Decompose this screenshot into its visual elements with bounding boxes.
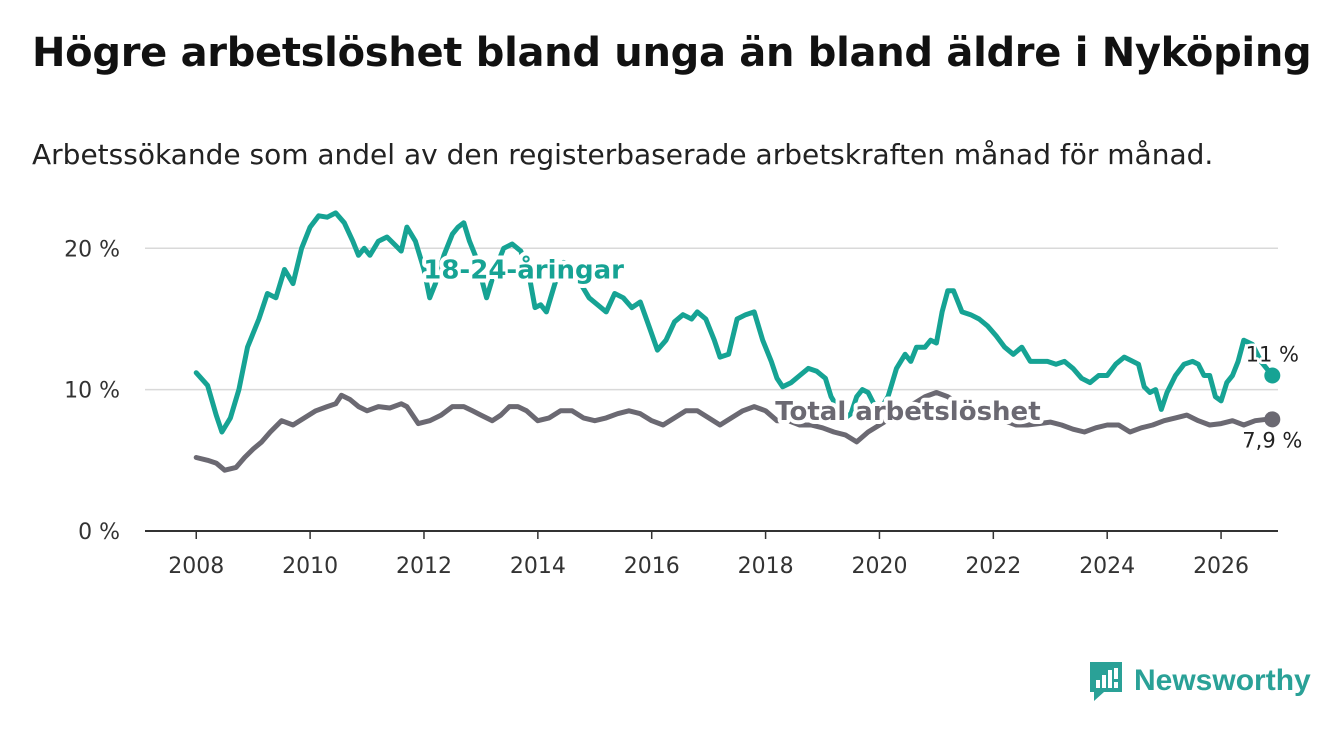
newsworthy-logo: Newsworthy (1088, 660, 1311, 702)
newsworthy-icon (1090, 662, 1122, 701)
x-tick-label: 2018 (738, 554, 794, 579)
x-tick-label: 2008 (168, 554, 224, 579)
x-tick-label: 2014 (510, 554, 566, 579)
chart-title: Högre arbetslöshet bland unga än bland ä… (32, 30, 1312, 76)
x-tick-label: 2016 (624, 554, 680, 579)
end-point-total (1264, 411, 1281, 428)
y-tick-label: 10 % (64, 379, 120, 404)
brand-name: Newsworthy (1134, 664, 1311, 697)
x-tick-label: 2012 (396, 554, 452, 579)
x-tick-label: 2010 (282, 554, 338, 579)
end-value-label-youth: 11 % (1246, 343, 1299, 367)
series-line-youth (193, 210, 1275, 435)
x-tick-label: 2024 (1079, 554, 1135, 579)
end-point-youth (1264, 367, 1281, 384)
series-annotation-total: Total arbetslöshet (775, 397, 1040, 427)
series-line-total (193, 390, 1275, 473)
x-tick-label: 2022 (965, 554, 1021, 579)
chart-subtitle: Arbetssökande som andel av den registerb… (32, 138, 1214, 171)
series-annotation-youth: 18-24-åringar (423, 253, 624, 285)
x-tick-label: 2020 (851, 554, 907, 579)
end-value-label-total: 7,9 % (1242, 428, 1302, 452)
y-tick-label: 0 % (78, 520, 120, 545)
x-tick-label: 2026 (1193, 554, 1249, 579)
y-tick-label: 20 % (64, 237, 120, 262)
